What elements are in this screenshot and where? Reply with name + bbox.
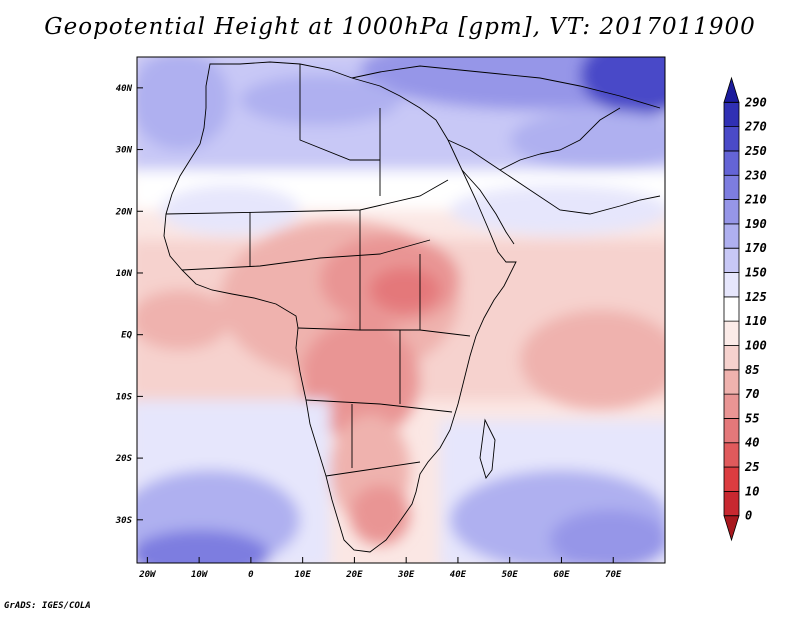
lat-tick-label: 20N bbox=[115, 207, 133, 217]
colorbar-segment bbox=[723, 174, 740, 200]
lat-tick-label: 30N bbox=[115, 146, 133, 156]
colorbar: 0 10 25 40 55 70 85 100 110 125 150 170 190 210 230 250… bbox=[723, 76, 767, 542]
colorbar-label: 25 bbox=[744, 460, 759, 474]
colorbar-label: 170 bbox=[745, 241, 767, 255]
colorbar-label: 70 bbox=[745, 387, 759, 401]
colorbar-segment bbox=[723, 345, 740, 371]
map-frame bbox=[136, 56, 666, 564]
grads-credit: GrADS: IGES/COLA bbox=[4, 601, 91, 611]
longitude-axis: 20W 10W 0 10E 20E 30E 40E 50E 60E 70E bbox=[138, 557, 622, 580]
lat-tick-label: 40N bbox=[116, 84, 133, 94]
colorbar-label: 290 bbox=[744, 95, 767, 109]
colorbar-label: 85 bbox=[745, 363, 759, 377]
lat-tick-label: EQ bbox=[121, 331, 132, 341]
colorbar-label: 10 bbox=[745, 484, 759, 498]
colorbar-label: 40 bbox=[745, 436, 759, 450]
colorbar-label: 210 bbox=[744, 193, 767, 207]
chart-title: Geopotential Height at 1000hPa [gpm], VT… bbox=[44, 14, 756, 40]
lat-tick-label: 30S bbox=[115, 516, 133, 526]
colorbar-segment bbox=[723, 418, 740, 444]
lon-tick-label: 40E bbox=[450, 570, 467, 580]
colorbar-label: 125 bbox=[745, 290, 767, 304]
colorbar-label: 100 bbox=[745, 338, 767, 352]
coastline-outline bbox=[163, 61, 661, 553]
lon-tick-label: 60E bbox=[553, 570, 570, 580]
lon-tick-label: 10W bbox=[191, 570, 209, 580]
colorbar-label: 270 bbox=[744, 120, 767, 134]
lon-tick-label: 30E bbox=[397, 570, 415, 580]
colorbar-label: 190 bbox=[745, 217, 767, 231]
lon-tick-label: 10E bbox=[295, 570, 312, 580]
colorbar-label: 250 bbox=[744, 144, 767, 158]
colorbar-label: 55 bbox=[745, 411, 759, 425]
colorbar-label: 230 bbox=[744, 168, 767, 182]
colorbar-segment bbox=[723, 101, 740, 128]
colorbar-segment bbox=[723, 490, 740, 517]
colorbar-label: 0 bbox=[745, 509, 752, 523]
latitude-axis: 40N 30N 20N 10N EQ 10S 20S 30S bbox=[115, 84, 143, 526]
colorbar-segment bbox=[723, 199, 740, 225]
lon-tick-label: 0 bbox=[248, 570, 254, 580]
lat-tick-label: 10S bbox=[116, 392, 133, 402]
colorbar-segment bbox=[723, 393, 740, 419]
colorbar-segment bbox=[723, 76, 740, 103]
colorbar-segment bbox=[723, 515, 740, 542]
lat-tick-label: 10N bbox=[116, 269, 133, 279]
lon-tick-label: 50E bbox=[502, 570, 519, 580]
lon-tick-label: 20W bbox=[138, 570, 157, 580]
colorbar-segment bbox=[723, 442, 740, 468]
lon-tick-label: 20E bbox=[345, 570, 363, 580]
lat-tick-label: 20S bbox=[115, 454, 133, 464]
colorbar-label: 110 bbox=[745, 314, 767, 328]
colorbar-segment bbox=[723, 296, 740, 322]
colorbar-label: 150 bbox=[745, 266, 767, 280]
colorbar-segment bbox=[723, 126, 740, 152]
lon-tick-label: 70E bbox=[605, 570, 622, 580]
colorbar-segment bbox=[723, 369, 740, 395]
geopotential-field bbox=[137, 57, 665, 563]
colorbar-segment bbox=[723, 466, 740, 492]
colorbar-segment bbox=[723, 223, 740, 249]
colorbar-segment bbox=[723, 320, 740, 346]
colorbar-segment bbox=[723, 272, 740, 298]
colorbar-segment bbox=[723, 150, 740, 176]
colorbar-segment bbox=[723, 247, 740, 273]
